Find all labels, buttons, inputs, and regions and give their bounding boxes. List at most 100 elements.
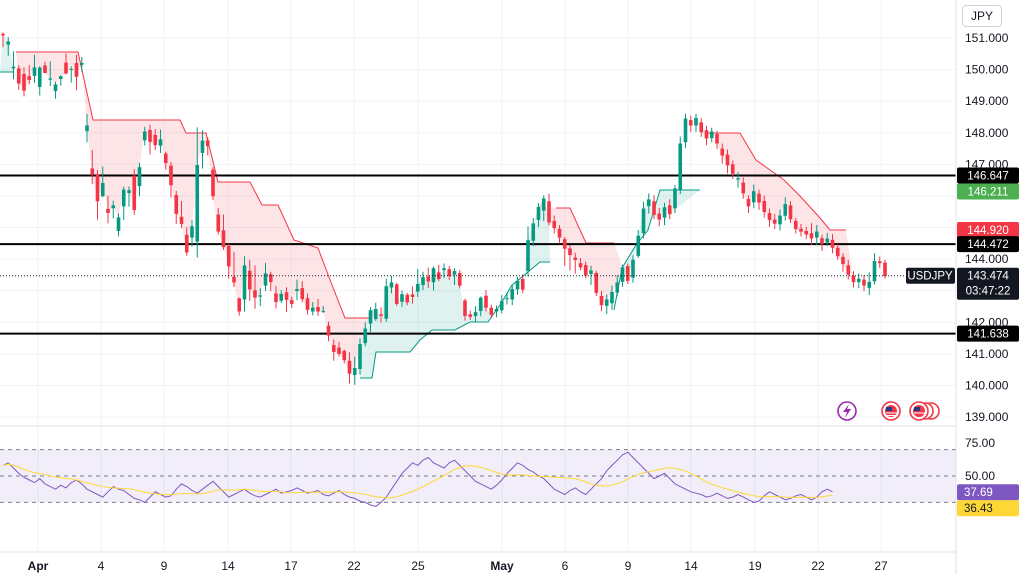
svg-text:03:47:22: 03:47:22: [966, 286, 1011, 298]
candle: [715, 130, 719, 149]
candle: [111, 200, 116, 219]
candle: [158, 129, 163, 153]
candle: [704, 125, 709, 146]
candle: [573, 252, 578, 274]
candle: [468, 310, 473, 321]
candle: [862, 274, 866, 292]
candle: [757, 189, 761, 210]
svg-text:146.211: 146.211: [968, 186, 1009, 198]
time-axis[interactable]: Apr 4 9 14 17 22 25 May 6 9 14 19 22 27: [28, 559, 888, 573]
candle: [599, 290, 604, 312]
candle: [610, 285, 614, 310]
candle: [74, 54, 79, 91]
supertrend-line: [613, 189, 700, 311]
candle: [510, 284, 515, 306]
rsi-pane[interactable]: 75.00 50.00 37.69 36.43: [0, 436, 1019, 517]
candle: [184, 227, 189, 256]
candle: [541, 195, 546, 221]
candle: [841, 253, 845, 272]
candle: [211, 167, 215, 201]
candle: [799, 224, 803, 237]
candle: [389, 275, 394, 294]
supertrend-line: [556, 207, 614, 244]
candle: [652, 195, 656, 219]
price-tick-label: 140.000: [965, 378, 1009, 392]
candle: [148, 124, 152, 155]
candle: [95, 170, 100, 220]
candle: [767, 208, 772, 227]
candle: [804, 226, 809, 240]
candle: [331, 339, 336, 361]
candle: [762, 195, 767, 218]
candle: [253, 265, 257, 309]
time-tick-label: 6: [562, 559, 569, 573]
price-axis-labels: 146.647 146.211 144.920 144.472 141.638 143.4…: [906, 167, 1019, 342]
candle: [405, 292, 410, 306]
time-tick-label: 22: [347, 559, 361, 573]
candle: [221, 214, 226, 250]
candle: [505, 292, 509, 305]
candle: [515, 276, 520, 295]
candle: [300, 281, 305, 303]
candle: [499, 295, 504, 314]
candle: [242, 256, 247, 312]
time-tick-label: Apr: [28, 559, 49, 573]
candle: [6, 37, 11, 56]
candle: [736, 171, 740, 188]
candle: [615, 275, 620, 297]
level-label: 146.647: [957, 167, 1019, 184]
candle: [216, 208, 221, 235]
candle: [562, 236, 567, 267]
price-tick-label: 150.000: [965, 63, 1009, 77]
supertrend-fill: [538, 198, 623, 306]
candle: [625, 263, 630, 285]
candle: [557, 224, 562, 244]
candle: [153, 128, 158, 151]
current-price-label: 143.474 03:47:22: [957, 267, 1019, 300]
candle: [725, 149, 730, 174]
candle: [646, 193, 651, 214]
candle: [90, 150, 95, 185]
currency-button[interactable]: JPY: [962, 5, 1002, 27]
candle: [27, 65, 32, 85]
candle: [16, 65, 21, 90]
candle: [746, 195, 751, 213]
time-tick-label: 9: [625, 559, 632, 573]
candle: [688, 115, 693, 133]
supertrend-fill: [696, 117, 854, 283]
candle: [457, 270, 462, 289]
candle: [851, 271, 856, 288]
time-tick-label: 4: [98, 559, 105, 573]
candle: [825, 232, 830, 247]
supertrend-fill: [614, 190, 700, 310]
candle: [678, 136, 683, 195]
candle: [274, 285, 278, 309]
us-flag-event-icon[interactable]: [881, 401, 901, 421]
svg-text:144.472: 144.472: [967, 239, 1009, 251]
candle: [489, 304, 494, 319]
us-flag-multi-event-icon[interactable]: [909, 401, 940, 421]
candle: [631, 255, 635, 283]
supertrend-down-label: 144.920: [957, 222, 1019, 239]
candle: [289, 296, 294, 309]
candle: [321, 305, 326, 314]
candle: [48, 61, 53, 87]
horizontal-levels[interactable]: [0, 174, 956, 335]
level-label: 141.638: [957, 325, 1019, 342]
time-tick-label: 25: [411, 559, 425, 573]
candle: [137, 162, 142, 197]
lightning-event-icon[interactable]: [837, 401, 857, 421]
candle: [699, 118, 704, 137]
candle: [352, 356, 357, 385]
rsi-line: [2, 451, 833, 507]
svg-text:36.43: 36.43: [964, 503, 993, 515]
svg-text:141.638: 141.638: [967, 329, 1009, 341]
price-axis[interactable]: 151.000150.000149.000148.000147.000144.0…: [965, 31, 1009, 424]
candle: [116, 213, 121, 237]
price-tick-label: 144.000: [965, 252, 1009, 266]
time-tick-label: 14: [221, 559, 235, 573]
candle: [520, 274, 525, 294]
candle: [846, 260, 851, 280]
candle: [526, 226, 530, 277]
